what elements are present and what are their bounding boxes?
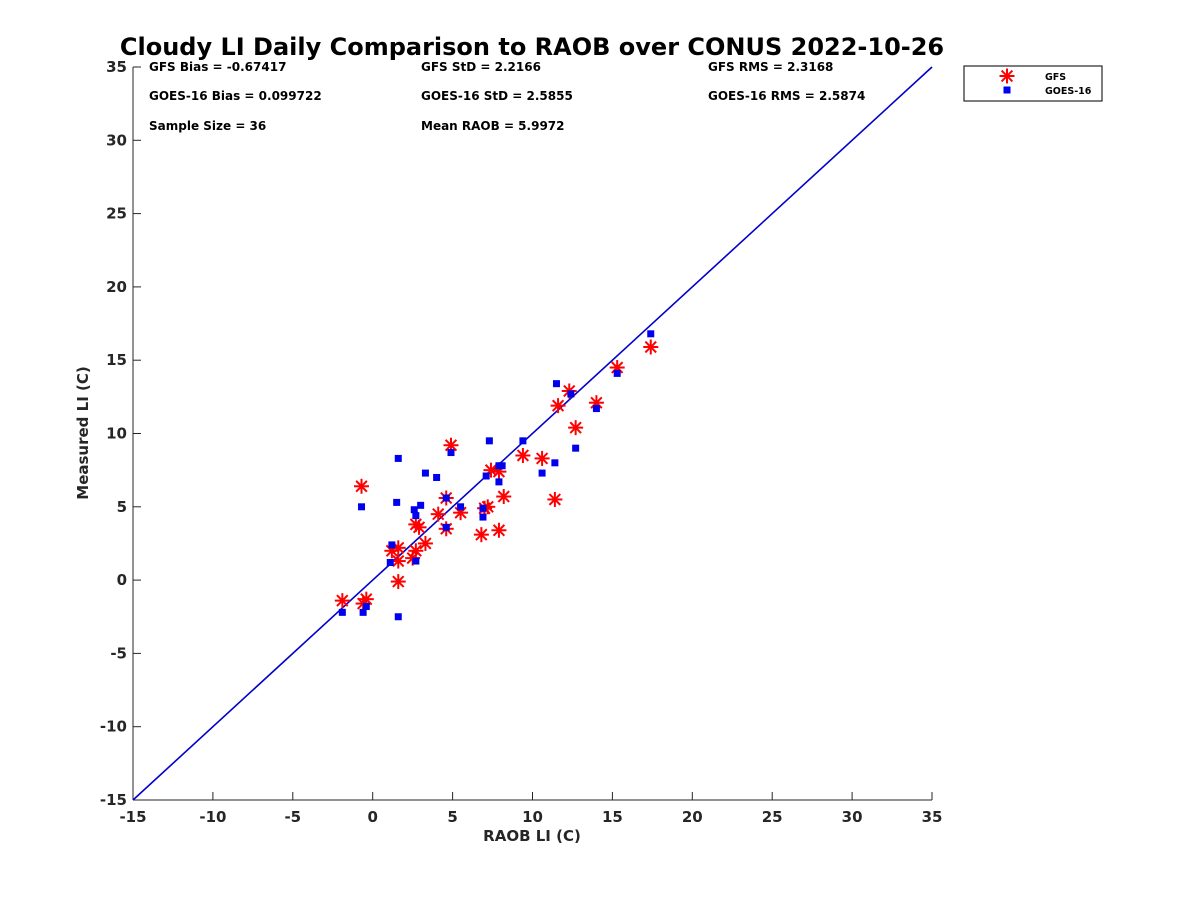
goes-16-point [592,405,600,413]
gfs-point [411,519,427,535]
stat-text: GOES-16 Bias = 0.099722 [149,89,322,103]
y-tick-label: 35 [106,58,127,76]
y-tick-label: -15 [100,791,127,809]
stat-text: Sample Size = 36 [149,119,266,133]
goes-16-point [417,501,425,509]
goes-16-point [552,380,560,388]
goes-16-point [394,613,402,621]
goes-16-point [457,503,465,511]
gfs-point [534,450,550,466]
goes-16-point [613,369,621,377]
gfs-point [453,505,469,521]
goes-16-point [388,541,396,549]
legend-goes-16-label: GOES-16 [1045,86,1092,97]
goes-16-point [519,437,527,445]
goes-16-point [479,513,487,521]
y-tick-label: 25 [106,205,127,223]
legend: GFS GOES-16 [963,65,1103,102]
y-tick-label: 30 [106,131,127,149]
stat-text: GFS StD = 2.2166 [421,60,541,74]
y-tick-label: 10 [106,425,127,443]
chart-title: Cloudy LI Daily Comparison to RAOB over … [120,33,944,61]
one-to-one-line-group [132,66,933,801]
y-tick-label: 5 [117,498,127,516]
axes: -15 -10 -5 0 5 10 15 20 25 30 35 -15 -10 -5 0 5 10 15 20 25… [100,58,943,826]
goes-16-point [538,469,546,477]
gfs-point [417,535,433,551]
x-tick-label: 20 [682,808,703,826]
stat-text: GFS RMS = 2.3168 [708,60,833,74]
gfs-point [390,574,406,590]
goes-16-point [421,469,429,477]
y-tick-label: -10 [100,718,127,736]
goes-16-point [393,498,401,506]
y-axis-label: Measured LI (C) [74,366,92,499]
x-tick-label: 15 [602,808,623,826]
goes-16-point [447,449,455,457]
legend-gfs-label: GFS [1045,72,1066,83]
gfs-point [496,489,512,505]
goes-16-point [482,472,490,480]
legend-goes-16-marker [1003,86,1011,94]
stats-annotations: GFS Bias = -0.67417 GFS StD = 2.2166 GFS R… [149,60,865,133]
x-tick-label: 35 [922,808,943,826]
gfs-point [515,447,531,463]
goes-16-point [567,390,575,398]
goes-16-point [338,608,346,616]
goes-16-point [386,559,394,567]
x-tick-label: 5 [447,808,457,826]
gfs-point [547,491,563,507]
gfs-point [473,527,489,543]
gfs-point [643,339,659,355]
goes-16-point [412,512,420,520]
x-tick-label: 30 [842,808,863,826]
goes-16-point [442,523,450,531]
goes-16-point [433,473,441,481]
goes-16-point [498,462,506,470]
gfs-point [550,398,566,414]
goes-16-point [410,506,418,514]
goes-16-point [485,437,493,445]
goes-16-point [572,444,580,452]
y-tick-label: 15 [106,351,127,369]
legend-gfs-marker [999,68,1015,84]
stat-text: GOES-16 StD = 2.5855 [421,89,573,103]
goes-16-point [394,454,402,462]
goes-16-point [358,503,366,511]
goes-16-point [647,330,655,338]
gfs-point [334,593,350,609]
goes-16-point [412,557,420,565]
goes-16-point [442,494,450,502]
data-points [334,330,659,621]
x-tick-label: -10 [199,808,226,826]
y-tick-label: -5 [110,644,127,662]
x-tick-label: -15 [119,808,146,826]
y-tick-label: 0 [117,571,127,589]
gfs-point [491,522,507,538]
x-tick-label: -5 [284,808,301,826]
stat-text: Mean RAOB = 5.9972 [421,119,565,133]
gfs-point [430,506,446,522]
goes-16-point [362,602,370,610]
x-axis-label: RAOB LI (C) [483,827,581,845]
goes-16-point [479,504,487,512]
y-tick-label: 20 [106,278,127,296]
one-to-one-line [132,66,933,801]
x-tick-label: 10 [522,808,543,826]
goes-16-point [495,478,503,486]
x-tick-label: 0 [367,808,377,826]
stat-text: GOES-16 RMS = 2.5874 [708,89,865,103]
legend-box [963,65,1103,102]
gfs-point [568,420,584,436]
gfs-point [354,478,370,494]
stat-text: GFS Bias = -0.67417 [149,60,286,74]
goes-16-point [551,459,559,467]
x-tick-label: 25 [762,808,783,826]
goes-16-point [359,608,367,616]
